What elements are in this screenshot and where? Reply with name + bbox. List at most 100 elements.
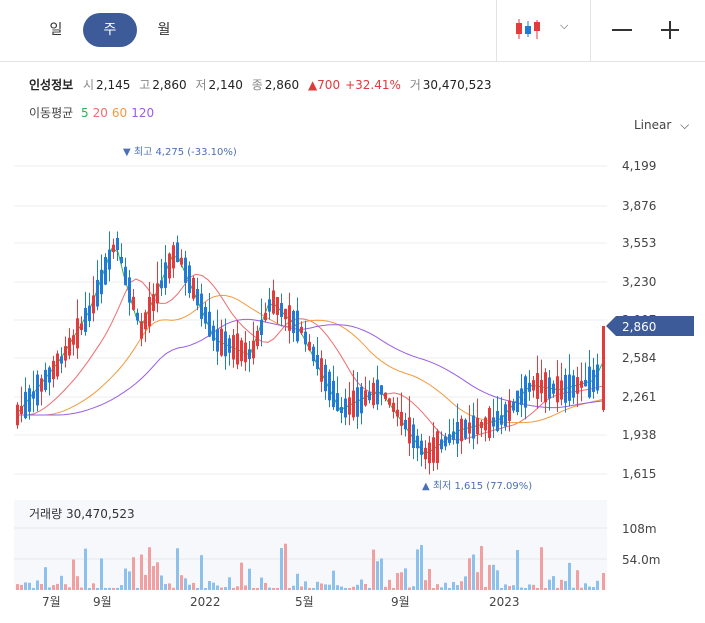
volume-bar	[104, 587, 107, 590]
volume-bar	[348, 587, 351, 590]
low-value: 2,140	[208, 78, 243, 92]
candle-body	[536, 373, 539, 399]
candle-body	[324, 364, 327, 392]
volume-bar	[444, 582, 447, 590]
moving-average-legend[interactable]: 이동평균 5 20 60 120	[29, 104, 158, 121]
volume-bar	[528, 584, 531, 590]
candle-body	[280, 303, 283, 317]
candle-body	[456, 422, 459, 444]
time-axis-tick: 9월	[391, 595, 410, 609]
candle-body	[244, 342, 247, 363]
volume-bar	[144, 574, 147, 590]
candle-body	[236, 333, 239, 365]
candle-body	[232, 335, 235, 360]
candle-body	[264, 312, 267, 321]
scale-mode-dropdown[interactable]: Linear ⌵	[634, 118, 689, 133]
moving-average-label: 이동평균	[29, 106, 74, 120]
candle-body	[492, 417, 495, 427]
price-axis-tick: 3,876	[622, 199, 656, 213]
candle-body	[148, 296, 151, 327]
candle-body	[580, 380, 583, 388]
volume-bar	[372, 549, 375, 590]
volume-bar	[68, 587, 71, 590]
candle-body	[48, 367, 51, 383]
moving-average-line	[16, 273, 605, 441]
volume-bar	[424, 580, 427, 590]
volume-label: 거	[409, 78, 421, 92]
candle-body	[100, 269, 103, 295]
volume-bar	[96, 587, 99, 590]
volume-bar	[532, 584, 535, 590]
candle-body	[332, 380, 335, 408]
volume-bar	[100, 558, 103, 590]
volume-bar	[120, 585, 123, 590]
volume-bar	[52, 585, 55, 590]
candle-body	[284, 308, 287, 320]
candle-body	[84, 308, 87, 332]
time-axis-tick: 9월	[93, 595, 112, 609]
candle-body	[292, 310, 295, 334]
moving-average-line	[16, 318, 605, 416]
volume-bar	[602, 573, 605, 590]
volume-axis-tick: 54.0m	[622, 553, 660, 567]
volume-bar	[112, 587, 115, 590]
candle-body	[188, 265, 191, 294]
candle-body	[164, 262, 167, 288]
volume-bar	[492, 564, 495, 590]
candle-body	[588, 366, 591, 398]
zoom-out-icon[interactable]	[612, 29, 632, 31]
time-axis-tick: 2023	[489, 595, 520, 609]
volume-bar	[336, 585, 339, 590]
candle-body	[152, 294, 155, 311]
candle-body	[344, 398, 347, 418]
volume-bar	[364, 583, 367, 590]
volume-bar	[140, 554, 143, 590]
volume-bar	[284, 543, 287, 590]
volume-bars	[16, 543, 605, 590]
scale-mode-label: Linear	[634, 118, 672, 132]
volume-bar	[568, 562, 571, 590]
candle-body	[352, 390, 355, 418]
volume-bar	[352, 586, 355, 590]
tab-daily[interactable]: 일	[49, 22, 63, 38]
volume-bar	[24, 582, 27, 590]
candle-body	[132, 296, 135, 310]
time-axis-tick: 5월	[295, 595, 314, 609]
candle-body	[308, 341, 311, 351]
volume-bar	[576, 570, 579, 590]
change-value: 700	[317, 78, 341, 92]
volume-bar	[504, 584, 507, 590]
candle-body	[320, 358, 323, 382]
volume-value: 30,470,523	[422, 78, 492, 92]
volume-bar	[196, 587, 199, 590]
volume-gridlines	[14, 527, 607, 560]
candlestick-chart-type-icon[interactable]	[515, 17, 541, 41]
volume-bar	[440, 587, 443, 590]
candle-body	[96, 279, 99, 307]
candle-body	[224, 331, 227, 357]
candle-body	[516, 390, 519, 413]
candle-body	[440, 439, 443, 450]
chevron-down-icon[interactable]: ⌵	[560, 19, 569, 32]
candle-body	[144, 312, 147, 330]
volume-bar	[268, 587, 271, 590]
volume-bar	[344, 587, 347, 590]
low-label: 저	[195, 78, 207, 92]
open-value: 2,145	[96, 78, 131, 92]
volume-bar	[48, 587, 51, 590]
tab-weekly[interactable]: 주	[83, 13, 137, 47]
volume-bar	[456, 585, 459, 590]
tab-monthly[interactable]: 월	[157, 22, 171, 38]
candle-body	[384, 392, 387, 399]
candle-body	[428, 442, 431, 464]
candle-body	[540, 380, 543, 394]
candle-body	[552, 383, 555, 394]
price-axis-tick: 1,615	[622, 467, 656, 481]
close-label: 종	[251, 78, 263, 92]
candle-body	[16, 404, 19, 426]
volume-bar	[476, 572, 479, 590]
high-marker-label: ▼ 최고 4,275 (-33.10%)	[123, 146, 237, 158]
volume-bar	[536, 587, 539, 590]
candle-body	[460, 418, 463, 442]
